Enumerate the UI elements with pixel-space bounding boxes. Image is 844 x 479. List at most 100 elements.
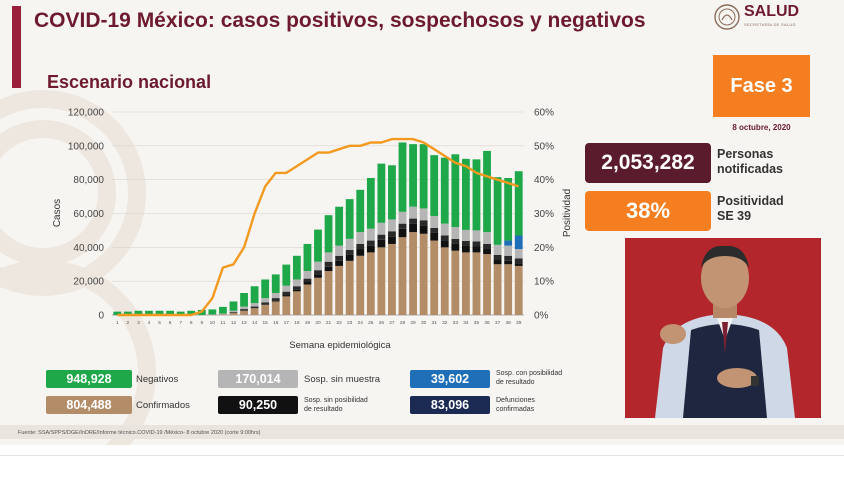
x-tick-label: 18 xyxy=(294,320,300,326)
y-tick-label: 80,000 xyxy=(73,175,104,186)
bar-defunciones-confirmadas-24 xyxy=(356,249,365,256)
bar-defunciones-confirmadas-38 xyxy=(504,260,513,265)
defunciones-value: 83,096 xyxy=(410,396,490,414)
x-tick-label: 38 xyxy=(505,320,511,326)
page-subtitle: Escenario nacional xyxy=(47,72,212,92)
bar-defunciones-confirmadas-26 xyxy=(377,239,386,248)
bar-sosp-sin-posibilidad-de-resultado-23 xyxy=(345,249,354,255)
x-tick-label: 17 xyxy=(284,320,290,326)
bar-sosp-sin-posibilidad-de-resultado-37 xyxy=(493,254,502,261)
bar-negativos-25 xyxy=(366,177,375,229)
bar-sosp-sin-posibilidad-de-resultado-26 xyxy=(377,234,386,240)
bar-sosp-sin-muestra-26 xyxy=(377,222,386,235)
bar-negativos-8 xyxy=(187,310,196,315)
bar-confirmados-17 xyxy=(282,296,291,315)
x-tick-label: 39 xyxy=(516,320,522,326)
bar-defunciones-confirmadas-20 xyxy=(314,274,322,278)
bar-sosp-sin-posibilidad-de-resultado-21 xyxy=(324,261,333,267)
y-tick-label: 40,000 xyxy=(73,243,104,254)
bar-negativos-18 xyxy=(292,255,301,280)
x-tick-label: 36 xyxy=(484,320,490,326)
x-tick-label: 11 xyxy=(220,320,225,326)
con-posibilidad-label: Sosp. con posibilidad de resultado xyxy=(496,369,562,387)
x-tick-label: 35 xyxy=(474,320,480,326)
y-axis-title: Casos xyxy=(52,199,63,227)
x-tick-label: 26 xyxy=(379,320,385,326)
bar-sosp-sin-muestra-38 xyxy=(504,245,513,256)
x-tick-label: 2 xyxy=(127,320,130,326)
bar-sosp-sin-muestra-19 xyxy=(303,271,312,279)
report-date: 8 octubre, 2020 xyxy=(732,123,791,132)
bar-sosp-con-posibilidad-de-resultado-39 xyxy=(514,235,523,250)
x-tick-label: 25 xyxy=(368,320,374,326)
bar-negativos-17 xyxy=(282,264,291,286)
x-tick-label: 3 xyxy=(137,320,140,326)
bar-confirmados-28 xyxy=(398,237,407,315)
bar-confirmados-19 xyxy=(303,284,312,315)
bar-sosp-sin-muestra-16 xyxy=(271,293,280,299)
sin-muestra-label: Sosp. sin muestra xyxy=(304,374,381,385)
x-tick-label: 27 xyxy=(389,320,395,326)
bar-confirmados-21 xyxy=(324,271,333,315)
bar-negativos-15 xyxy=(261,279,270,299)
bar-sosp-con-posibilidad-de-resultado-38 xyxy=(504,240,513,246)
fase-badge: Fase 3 xyxy=(713,55,810,117)
bar-sosp-sin-posibilidad-de-resultado-33 xyxy=(451,238,460,244)
bar-sosp-sin-posibilidad-de-resultado-36 xyxy=(483,243,491,250)
con-posibilidad-label-line2: de resultado xyxy=(496,379,535,386)
bar-negativos-4 xyxy=(145,310,153,315)
bar-confirmados-34 xyxy=(461,252,470,315)
bar-negativos-39 xyxy=(514,171,523,236)
bar-sosp-sin-muestra-33 xyxy=(451,227,460,239)
bar-confirmados-22 xyxy=(335,265,344,315)
bar-negativos-3 xyxy=(134,310,143,315)
bar-confirmados-25 xyxy=(366,252,375,315)
bar-sosp-sin-posibilidad-de-resultado-24 xyxy=(356,243,365,250)
x-tick-label: 37 xyxy=(495,320,501,326)
bar-confirmados-18 xyxy=(292,291,301,315)
bar-defunciones-confirmadas-29 xyxy=(409,223,417,233)
interpreter-figure xyxy=(625,238,821,418)
bar-sosp-sin-posibilidad-de-resultado-12 xyxy=(229,312,238,313)
x-tick-label: 9 xyxy=(200,320,203,326)
bar-defunciones-confirmadas-28 xyxy=(398,228,407,238)
interpreter-video xyxy=(625,238,821,418)
personas-label-line2: notificadas xyxy=(717,162,783,176)
bar-confirmados-33 xyxy=(451,250,460,315)
bar-sosp-sin-muestra-30 xyxy=(419,208,428,221)
salud-logo xyxy=(714,4,740,30)
bar-confirmados-35 xyxy=(472,252,481,315)
y-tick-label: 20,000 xyxy=(73,277,104,288)
bar-negativos-34 xyxy=(461,158,470,230)
y-tick-label: 120,000 xyxy=(68,108,105,119)
positividad-label-line1: Positividad xyxy=(717,194,784,208)
bar-defunciones-confirmadas-25 xyxy=(366,245,375,253)
bar-negativos-14 xyxy=(250,286,259,304)
bar-defunciones-confirmadas-27 xyxy=(388,236,396,244)
sin-posibilidad-label: Sosp. sin posibilidad de resultado xyxy=(304,396,368,414)
y2-tick-label: 0% xyxy=(534,311,549,322)
bar-confirmados-38 xyxy=(504,264,513,315)
bar-defunciones-confirmadas-17 xyxy=(282,295,291,297)
bar-sosp-sin-posibilidad-de-resultado-13 xyxy=(240,309,248,311)
x-tick-label: 10 xyxy=(210,320,216,326)
bar-negativos-29 xyxy=(409,144,417,207)
bar-negativos-6 xyxy=(166,310,175,315)
slide: COVID-19 México: casos positivos, sospec… xyxy=(0,0,844,445)
bar-negativos-38 xyxy=(504,177,513,241)
bar-negativos-22 xyxy=(335,206,344,246)
x-tick-label: 1 xyxy=(116,320,119,326)
bar-sosp-sin-muestra-35 xyxy=(472,230,481,242)
bar-confirmados-26 xyxy=(377,247,386,315)
bar-negativos-1 xyxy=(113,311,122,315)
bar-negativos-10 xyxy=(208,309,217,315)
bar-sosp-sin-posibilidad-de-resultado-17 xyxy=(282,291,291,296)
positividad-value: 38% xyxy=(585,191,711,231)
x-tick-label: 29 xyxy=(410,320,416,326)
bar-negativos-12 xyxy=(229,301,238,311)
bar-confirmados-36 xyxy=(483,254,491,315)
bar-confirmados-32 xyxy=(440,247,449,315)
bar-sosp-sin-muestra-23 xyxy=(345,238,354,250)
seal-icon xyxy=(714,4,740,30)
bar-sosp-sin-muestra-25 xyxy=(366,228,375,241)
